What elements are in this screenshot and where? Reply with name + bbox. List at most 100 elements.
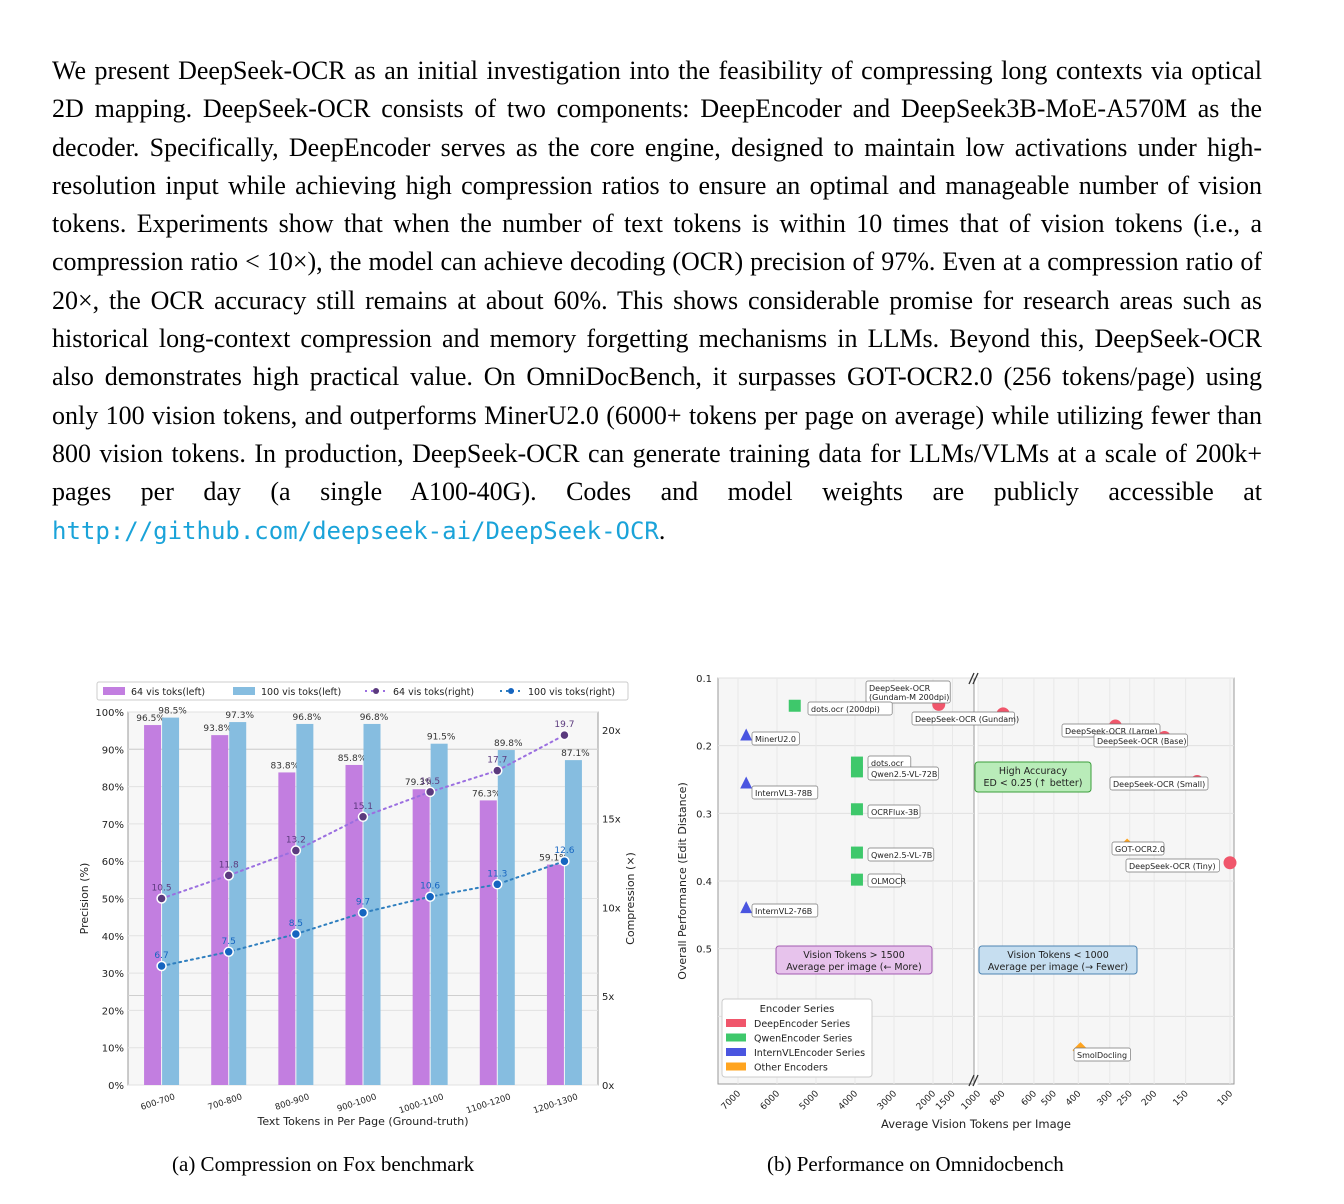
line-value-label: 19.7	[554, 720, 574, 730]
bar-value-label: 96.5%	[136, 714, 165, 724]
point-label: InternVL3-78B	[755, 789, 812, 798]
line-value-label: 16.5	[420, 777, 440, 787]
line-point	[424, 786, 436, 798]
qwenencoder-point	[788, 699, 801, 712]
legend-label: InternVLEncoder Series	[754, 1048, 865, 1059]
y-tick-label: 40%	[102, 932, 124, 943]
point-label: Qwen2.5-VL-72B	[871, 770, 937, 779]
point-label: DeepSeek-OCR (Small)	[1113, 780, 1205, 789]
x-tick-label: 700-800	[207, 1092, 244, 1112]
bar-100	[430, 743, 448, 1085]
point-label-box	[751, 785, 819, 800]
line-value-label: 8.5	[289, 919, 303, 929]
x-tick-label: 7000	[720, 1089, 743, 1112]
point-label: DeepSeek-OCR (Base)	[1097, 737, 1186, 746]
bar-64	[345, 764, 363, 1085]
line-value-label: 15.1	[353, 802, 373, 812]
y-tick-label: 0%	[108, 1081, 124, 1092]
point-label-box	[867, 804, 921, 819]
y-tick-label: 70%	[102, 820, 124, 831]
y2-tick-label: 20x	[602, 726, 621, 737]
point-label-box	[751, 903, 819, 918]
x-tick-label: 150	[1172, 1089, 1191, 1108]
line-point	[156, 960, 167, 972]
point-label-box	[1125, 858, 1220, 873]
legend-label: QwenEncoder Series	[754, 1034, 852, 1045]
qwenencoder-point	[850, 765, 863, 778]
legend-label: DeepEncoder Series	[754, 1019, 850, 1030]
x-tick-label: 300	[1096, 1089, 1115, 1108]
line-point	[424, 891, 436, 902]
point-label: OCRFlux-3B	[871, 808, 919, 817]
bar-value-label: 87.1%	[561, 749, 590, 759]
point-label: DeepSeek-OCR (Large)	[1065, 727, 1157, 736]
y-tick-label: 30%	[102, 969, 124, 980]
x-tick-label: 1100-1200	[465, 1092, 512, 1116]
legend-swatch	[103, 687, 125, 695]
x-axis-label: Text Tokens in Per Page (Ground-truth)	[256, 1115, 468, 1128]
point-label-box	[865, 680, 951, 704]
annotation-line2: Average per image (← More)	[786, 962, 921, 973]
y-tick-label: 80%	[102, 783, 124, 794]
x-tick-label: 250	[1116, 1089, 1135, 1108]
point-label: OLMOCR	[871, 877, 907, 886]
x-tick-label: 1000-1100	[398, 1092, 445, 1116]
x-tick-label: 200	[1140, 1089, 1159, 1108]
bar-64	[412, 789, 430, 1085]
annotation-line2: Average per image (→ Fewer)	[988, 962, 1128, 973]
abstract-end: .	[658, 515, 666, 545]
y2-tick-label: 5x	[602, 992, 614, 1003]
line-point	[290, 928, 302, 940]
line-point	[223, 946, 234, 958]
legend-label: 100 vis toks(right)	[528, 687, 615, 698]
bar-value-label: 96.8%	[360, 713, 389, 723]
legend	[721, 998, 873, 1078]
bar-100	[564, 760, 582, 1085]
line-value-label: 6.7	[154, 951, 168, 961]
bar-value-label: 96.8%	[293, 713, 322, 723]
line-value-label: 11.8	[219, 860, 239, 870]
x-tick-label: 3000	[876, 1089, 899, 1112]
legend-label: 100 vis toks(left)	[261, 687, 341, 698]
legend-label: Other Encoders	[754, 1063, 828, 1074]
bar-value-label: 91.5%	[427, 733, 456, 743]
github-link[interactable]: http://github.com/deepseek-ai/DeepSeek-O…	[52, 516, 659, 545]
bar-value-label: 83.8%	[271, 761, 300, 771]
legend-marker	[373, 688, 379, 694]
annotation-box	[978, 945, 1138, 975]
bar-value-label: 98.5%	[158, 707, 187, 717]
annotation-line1: Vision Tokens > 1500	[803, 950, 905, 961]
line-value-label: 12.6	[554, 846, 574, 856]
point-label-box	[911, 711, 1015, 726]
line-point	[223, 870, 234, 881]
y-tick-label: 50%	[102, 895, 124, 906]
y-tick-label: 60%	[102, 857, 124, 868]
legend-swatch	[726, 1019, 746, 1027]
x-tick-label: 4000	[837, 1089, 860, 1112]
y2-tick-label: 15x	[602, 815, 621, 826]
line-point	[559, 729, 570, 741]
x-axis-label: Average Vision Tokens per Image	[881, 1117, 1071, 1131]
legend-swatch	[233, 687, 255, 695]
point-label-box	[1109, 776, 1209, 791]
qwenencoder-point	[850, 873, 863, 886]
legend-title: Encoder Series	[760, 1004, 835, 1015]
y2-tick-label: 10x	[602, 903, 621, 914]
y-tick-label: 20%	[102, 1006, 124, 1017]
point-label-box	[751, 731, 800, 746]
abstract-text: We present DeepSeek-OCR as an initial in…	[52, 56, 1262, 507]
point-label: MinerU2.0	[755, 735, 796, 744]
point-label: InternVL2-76B	[755, 907, 812, 916]
line-point	[492, 879, 503, 890]
annotation-line1: High Accuracy	[999, 766, 1068, 777]
annotation-box	[974, 761, 1092, 793]
annotation-box	[775, 945, 933, 975]
point-label: DeepSeek-OCR (Tiny)	[1129, 862, 1216, 871]
line-point	[357, 907, 369, 918]
line-point	[559, 855, 570, 867]
point-label-box	[867, 873, 902, 888]
legend	[96, 681, 629, 701]
line-value-label: 7.5	[222, 937, 236, 947]
point-label: DeepSeek-OCR (Gundam)	[915, 715, 1019, 724]
qwenencoder-point	[850, 846, 863, 859]
